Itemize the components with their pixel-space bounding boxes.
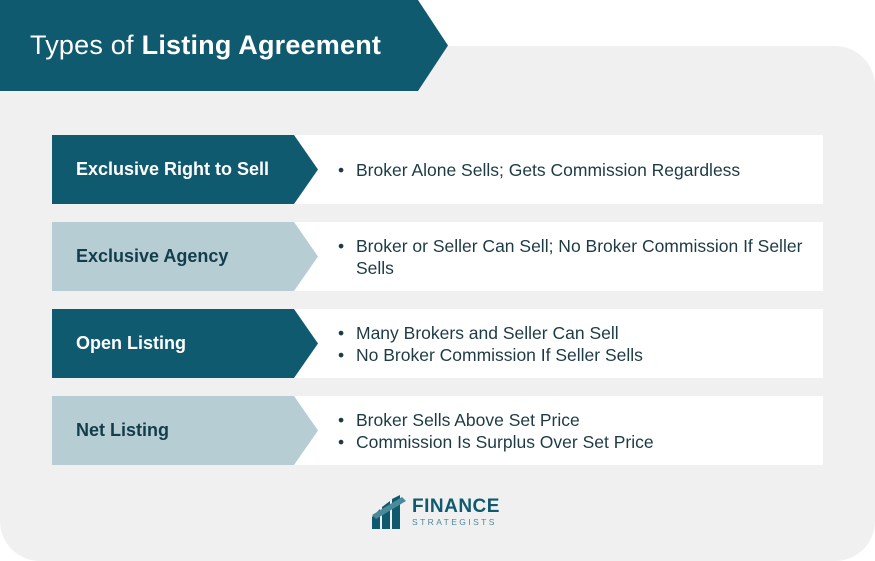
row-label: Net Listing [52, 396, 318, 465]
listing-types-list: Exclusive Right to Sell Broker Alone Sel… [52, 135, 823, 483]
title-banner: Types of Listing Agreement [0, 0, 448, 91]
row-open-listing: Open Listing Many Brokers and Seller Can… [52, 309, 823, 378]
row-exclusive-right-to-sell: Exclusive Right to Sell Broker Alone Sel… [52, 135, 823, 204]
bullet-item: Commission Is Surplus Over Set Price [338, 431, 807, 453]
row-net-listing: Net Listing Broker Sells Above Set Price… [52, 396, 823, 465]
bullet-item: Broker Alone Sells; Gets Commission Rega… [338, 159, 807, 181]
background-panel [0, 46, 875, 561]
bullet-item: Many Brokers and Seller Can Sell [338, 322, 807, 344]
title-light: Types of [30, 30, 134, 60]
row-bullets: Broker Alone Sells; Gets Commission Rega… [338, 135, 807, 204]
logo-chart-icon [372, 495, 406, 529]
row-label: Exclusive Agency [52, 222, 318, 291]
row-bullets: Many Brokers and Seller Can Sell No Brok… [338, 309, 807, 378]
logo-line2: STRATEGISTS [412, 517, 497, 528]
row-exclusive-agency: Exclusive Agency Broker or Seller Can Se… [52, 222, 823, 291]
bullet-item: Broker Sells Above Set Price [338, 409, 807, 431]
logo-line1: FINANCE [412, 496, 500, 518]
row-label: Exclusive Right to Sell [52, 135, 318, 204]
bullet-item: Broker or Seller Can Sell; No Broker Com… [338, 235, 807, 279]
bullet-item: No Broker Commission If Seller Sells [338, 344, 807, 366]
row-label: Open Listing [52, 309, 318, 378]
row-bullets: Broker or Seller Can Sell; No Broker Com… [338, 222, 807, 291]
row-bullets: Broker Sells Above Set Price Commission … [338, 396, 807, 465]
title-bold: Listing Agreement [141, 30, 382, 60]
finance-strategists-logo: FINANCE STRATEGISTS [372, 495, 500, 529]
